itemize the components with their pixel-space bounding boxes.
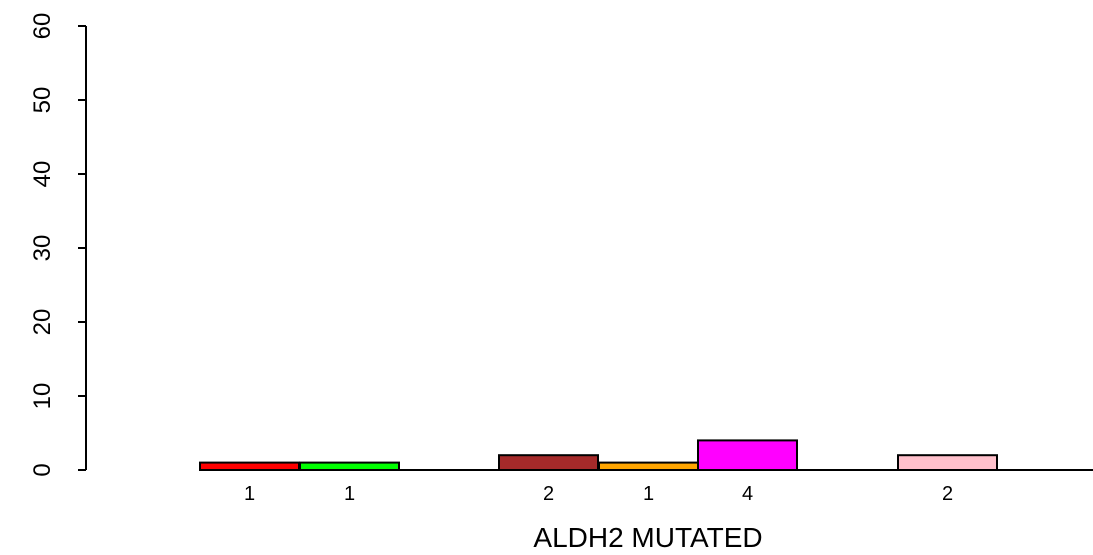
bars bbox=[199, 439, 998, 472]
x-axis-title: ALDH2 MUTATED bbox=[533, 522, 762, 553]
y-tick-label: 20 bbox=[29, 309, 56, 336]
bar bbox=[598, 461, 699, 472]
y-tick-label: 10 bbox=[29, 383, 56, 410]
bar-value-label: 1 bbox=[244, 483, 255, 505]
bar-value-label: 1 bbox=[344, 483, 355, 505]
bar-value-label: 2 bbox=[543, 483, 554, 505]
bar bbox=[199, 461, 300, 472]
y-tick-label: 0 bbox=[29, 463, 56, 476]
bar bbox=[697, 439, 798, 471]
bar bbox=[897, 454, 998, 472]
y-tick-label: 30 bbox=[29, 235, 56, 262]
bar-value-label: 1 bbox=[643, 483, 654, 505]
bar-value-label: 4 bbox=[742, 483, 753, 505]
y-tick-label: 50 bbox=[29, 87, 56, 114]
bar-labels: 1 1 2 1 4 2 bbox=[244, 483, 953, 505]
bar bbox=[498, 454, 599, 472]
y-tick-label: 60 bbox=[29, 13, 56, 40]
bar-value-label: 2 bbox=[942, 483, 953, 505]
y-tick-label: 40 bbox=[29, 161, 56, 188]
y-axis: 0 10 20 30 40 50 60 bbox=[29, 13, 87, 477]
bar bbox=[299, 461, 400, 472]
